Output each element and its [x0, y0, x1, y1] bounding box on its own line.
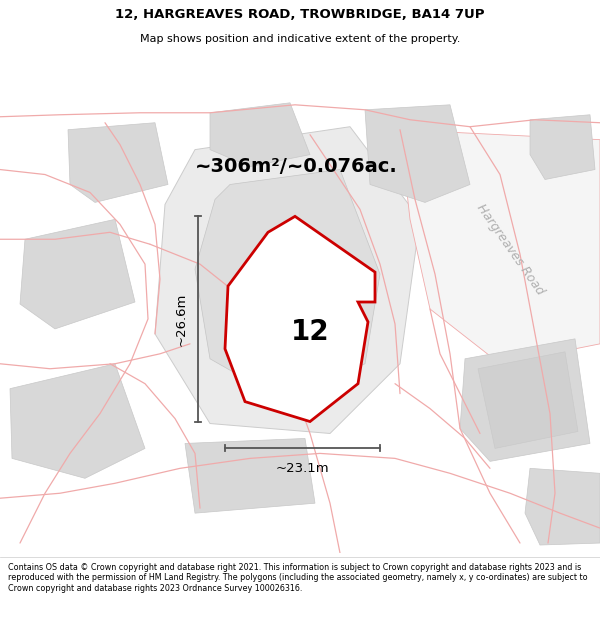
- Polygon shape: [460, 339, 590, 461]
- Polygon shape: [478, 352, 578, 448]
- Text: ~23.1m: ~23.1m: [275, 462, 329, 476]
- Polygon shape: [210, 102, 310, 166]
- Text: Hargreaves Road: Hargreaves Road: [474, 201, 546, 297]
- Polygon shape: [195, 169, 380, 399]
- Text: ~306m²/~0.076ac.: ~306m²/~0.076ac.: [195, 157, 398, 176]
- Polygon shape: [525, 468, 600, 545]
- Polygon shape: [530, 115, 595, 179]
- Text: Contains OS data © Crown copyright and database right 2021. This information is : Contains OS data © Crown copyright and d…: [8, 563, 587, 592]
- Polygon shape: [68, 122, 168, 202]
- Text: Map shows position and indicative extent of the property.: Map shows position and indicative extent…: [140, 34, 460, 44]
- Polygon shape: [20, 219, 135, 329]
- Polygon shape: [155, 127, 420, 434]
- Text: 12: 12: [290, 318, 329, 346]
- Polygon shape: [400, 130, 600, 364]
- Polygon shape: [365, 105, 470, 202]
- Text: ~26.6m: ~26.6m: [175, 292, 188, 346]
- Polygon shape: [185, 439, 315, 513]
- Polygon shape: [225, 216, 375, 421]
- Polygon shape: [10, 364, 145, 478]
- Text: 12, HARGREAVES ROAD, TROWBRIDGE, BA14 7UP: 12, HARGREAVES ROAD, TROWBRIDGE, BA14 7U…: [115, 9, 485, 21]
